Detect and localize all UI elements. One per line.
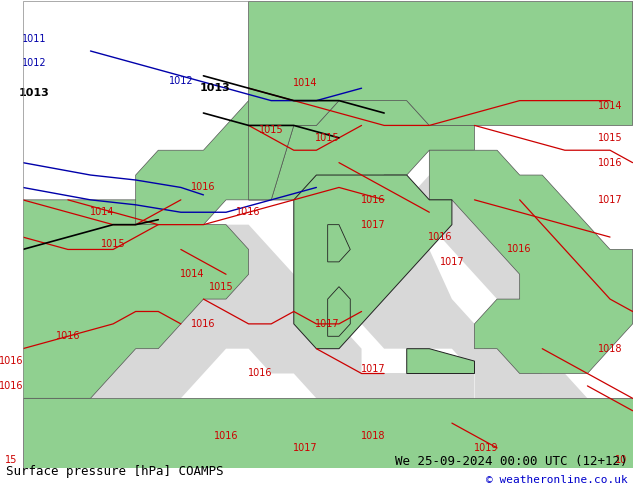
Text: 1017: 1017	[315, 319, 340, 329]
Text: 1016: 1016	[248, 368, 272, 378]
Bar	[23, 468, 633, 490]
Text: 1015: 1015	[598, 133, 623, 143]
Text: 1011: 1011	[22, 34, 46, 44]
Text: 1012: 1012	[22, 58, 46, 69]
Bar	[23, 1, 633, 473]
Text: 1014: 1014	[598, 100, 623, 111]
Polygon shape	[294, 200, 497, 373]
Text: 1015: 1015	[315, 133, 340, 143]
Text: 1012: 1012	[169, 76, 193, 86]
Text: 1016: 1016	[191, 319, 216, 329]
Text: 1016: 1016	[191, 182, 216, 193]
Text: 1013: 1013	[199, 83, 230, 93]
Text: 1016: 1016	[598, 158, 623, 168]
Polygon shape	[339, 373, 474, 473]
Text: 1016: 1016	[429, 232, 453, 242]
Text: 1013: 1013	[18, 88, 49, 98]
Text: 1016: 1016	[0, 381, 23, 391]
Polygon shape	[328, 224, 350, 262]
Text: 1016: 1016	[236, 207, 261, 217]
Text: 1014: 1014	[89, 207, 114, 217]
Polygon shape	[249, 100, 474, 200]
Text: 1016: 1016	[214, 431, 238, 441]
Text: 15: 15	[5, 455, 18, 466]
Polygon shape	[249, 1, 633, 200]
Text: © weatheronline.co.uk: © weatheronline.co.uk	[486, 475, 628, 485]
Text: 1015: 1015	[259, 125, 283, 135]
Text: 1019: 1019	[474, 443, 498, 453]
Text: 1014: 1014	[180, 270, 204, 279]
Text: 10: 10	[615, 455, 628, 466]
Polygon shape	[23, 200, 249, 398]
Polygon shape	[23, 200, 361, 473]
Text: 1018: 1018	[598, 343, 623, 354]
Text: 1017: 1017	[361, 220, 385, 230]
Polygon shape	[23, 398, 633, 473]
Text: Surface pressure [hPa] COAMPS: Surface pressure [hPa] COAMPS	[6, 465, 224, 478]
Text: We 25-09-2024 00:00 UTC (12+12): We 25-09-2024 00:00 UTC (12+12)	[395, 455, 628, 468]
Text: 1016: 1016	[507, 245, 532, 254]
Polygon shape	[474, 349, 633, 473]
Text: 1017: 1017	[293, 443, 318, 453]
Text: 1018: 1018	[361, 431, 385, 441]
Text: 1015: 1015	[101, 240, 126, 249]
Text: 1017: 1017	[439, 257, 464, 267]
Text: 1017: 1017	[361, 364, 385, 373]
Polygon shape	[429, 150, 633, 373]
Polygon shape	[407, 349, 474, 373]
Polygon shape	[407, 163, 588, 349]
Text: 1014: 1014	[293, 78, 318, 88]
Polygon shape	[294, 175, 452, 349]
Text: 1017: 1017	[598, 195, 623, 205]
Text: 1016: 1016	[361, 195, 385, 205]
Text: 1015: 1015	[209, 282, 234, 292]
Polygon shape	[136, 76, 316, 224]
Text: 1016: 1016	[0, 356, 23, 366]
Polygon shape	[328, 287, 350, 336]
Text: 1016: 1016	[56, 331, 80, 342]
